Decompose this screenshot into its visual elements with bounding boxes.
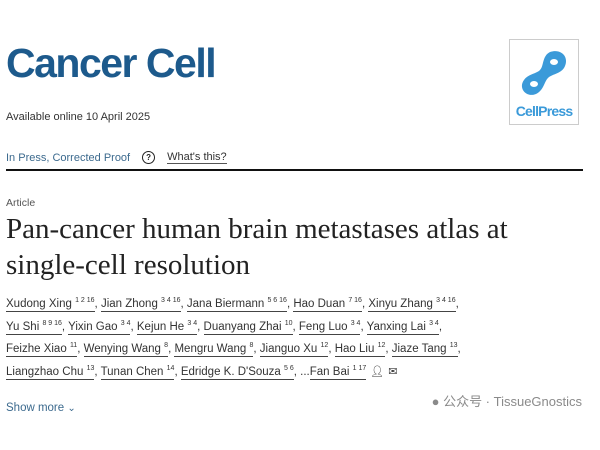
author-link[interactable]: Yanxing Lai 3 4 [366,319,439,335]
affiliation-sup: 12 [377,342,386,349]
author-link[interactable]: Hao Liu 12 [334,342,386,357]
affiliation-sup: 3 4 [187,319,198,327]
article-title: Pan-cancer human brain metastases atlas … [6,211,596,283]
author-link[interactable]: Fan Bai 1 17 [309,364,367,380]
author-name: Jian Zhong [100,298,158,310]
author-name: Feng Luo [298,320,348,333]
ellipsis: ... [300,365,310,378]
author-link[interactable]: Duanyang Zhai 10 [203,319,293,335]
author-link[interactable]: Mengru Wang 8 [174,342,254,357]
affiliation-sup: 1 2 16 [75,297,95,304]
title-line: single-cell resolution [6,249,251,281]
chevron-down-icon: ⌄ [67,403,76,414]
author-name: Wenying Wang [83,343,161,355]
author-name: Jana Biermann [186,298,265,310]
watermark: ● 公众号 · TissueGnostics [432,391,582,410]
affiliation-sup: 3 4 [120,319,131,327]
author-name: Yixin Gao [68,320,118,333]
availability-date: Available online 10 April 2025 [6,111,151,123]
author-link[interactable]: Jana Biermann 5 6 16 [186,297,287,312]
author-name: Yu Shi [6,320,40,333]
article-status: In Press, Corrected Proof [6,151,131,164]
affiliation-sup: 14 [166,364,175,372]
whats-this-link[interactable]: What's this? [167,151,227,164]
author-name: Jianguo Xu [259,343,318,355]
affiliation-sup: 3 4 16 [436,297,456,304]
author-list: Xudong Xing 1 2 16, Jian Zhong 3 4 16, J… [6,293,596,383]
author-link[interactable]: Feizhe Xiao 11 [6,342,78,357]
affiliation-sup: 3 4 [429,319,439,327]
author-name: Yanxing Lai [366,320,426,333]
article-type: Article [6,197,36,209]
wechat-icon: ● [431,394,440,409]
author-link[interactable]: Edridge K. D'Souza 5 6 [180,364,294,380]
person-icon[interactable]: 👤︎ [370,365,385,378]
author-link[interactable]: Yu Shi 8 9 16 [6,319,62,335]
author-name: Duanyang Zhai [203,320,282,333]
email-icon[interactable]: ✉ [388,365,398,378]
affiliation-sup: 10 [284,319,293,327]
affiliation-sup: 3 4 [350,319,361,327]
divider [6,169,583,171]
cellpress-logo-icon [521,51,567,95]
author-link[interactable]: Feng Luo 3 4 [298,319,361,335]
author-link[interactable]: Tunan Chen 14 [100,364,175,380]
author-line: Liangzhao Chu 13, Tunan Chen 14, Edridge… [6,364,398,380]
author-name: Hao Liu [334,343,375,355]
author-line: Yu Shi 8 9 16, Yixin Gao 3 4, Kejun He 3… [6,319,443,335]
help-icon[interactable]: ? [142,151,156,164]
show-more-label: Show more [6,402,65,414]
affiliation-sup: 13 [449,342,458,349]
affiliation-sup: 8 [164,342,169,349]
cellpress-logo[interactable]: CellPress [509,39,579,125]
affiliation-sup: 12 [320,342,329,349]
journal-title[interactable]: Cancer Cell [6,40,217,86]
author-link[interactable]: Jiaze Tang 13 [391,342,458,357]
author-name: Fan Bai [309,365,350,378]
author-link[interactable]: Xudong Xing 1 2 16 [6,297,95,312]
affiliation-sup: 8 9 16 [42,319,62,327]
show-more-button[interactable]: Show more ⌄ [6,402,76,414]
author-link[interactable]: Kejun He 3 4 [136,319,198,335]
status-row: In Press, Corrected Proof ? What's this? [6,151,227,164]
author-link[interactable]: Jianguo Xu 12 [259,342,329,357]
author-name: Liangzhao Chu [6,365,84,378]
affiliation-sup: 8 [249,342,254,349]
author-name: Mengru Wang [174,343,247,355]
affiliation-sup: 5 6 16 [267,297,287,304]
affiliation-sup: 13 [86,364,95,372]
author-line: Feizhe Xiao 11, Wenying Wang 8, Mengru W… [6,342,461,357]
author-link[interactable]: Liangzhao Chu 13 [6,364,95,380]
affiliation-sup: 1 17 [352,364,367,372]
author-name: Tunan Chen [100,365,164,378]
watermark-text: 公众号 · TissueGnostics [443,394,582,409]
author-name: Kejun He [136,320,185,333]
author-name: Edridge K. D'Souza [180,365,281,378]
author-name: Xinyu Zhang [368,298,433,310]
affiliation-sup: 3 4 16 [161,297,181,304]
affiliation-sup: 11 [69,342,78,349]
author-name: Feizhe Xiao [6,343,67,355]
author-line: Xudong Xing 1 2 16, Jian Zhong 3 4 16, J… [6,297,459,312]
author-name: Xudong Xing [6,298,72,310]
author-link[interactable]: Wenying Wang 8 [83,342,169,357]
author-link[interactable]: Hao Duan 7 16 [293,297,362,312]
cellpress-logo-text: CellPress [515,103,573,119]
author-name: Hao Duan [293,298,346,310]
title-line: Pan-cancer human brain metastases atlas … [6,213,508,245]
author-name: Jiaze Tang [391,343,447,355]
author-link[interactable]: Jian Zhong 3 4 16 [100,297,181,312]
affiliation-sup: 7 16 [348,297,362,304]
author-link[interactable]: Yixin Gao 3 4 [68,319,131,335]
affiliation-sup: 5 6 [284,364,294,372]
author-link[interactable]: Xinyu Zhang 3 4 16 [368,297,456,312]
